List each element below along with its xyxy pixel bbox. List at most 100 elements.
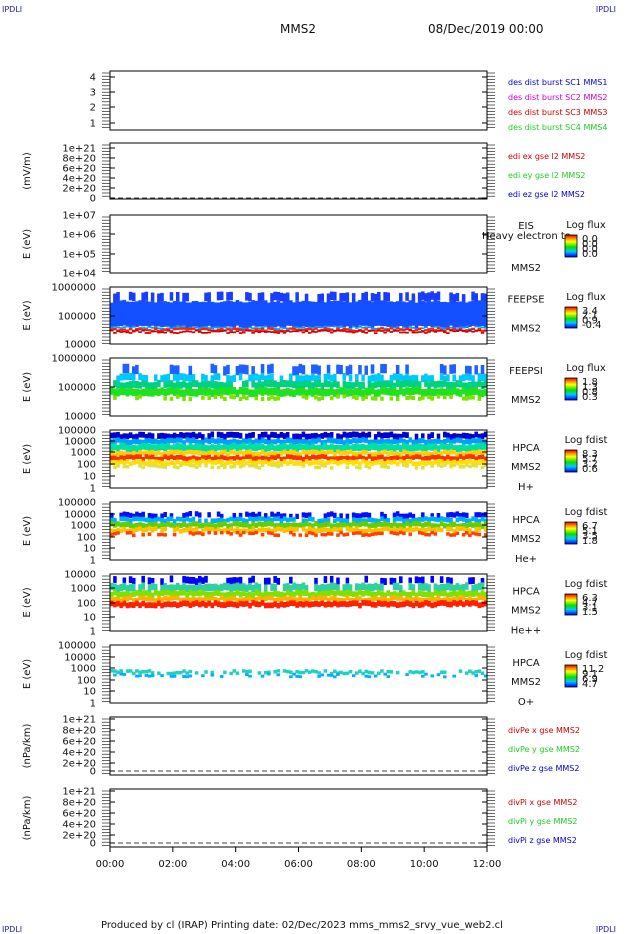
spectrogram-cell [260,527,265,533]
spectrogram-cell [373,434,378,440]
spectrogram-cell [160,460,164,466]
spectrogram-cell [185,437,189,443]
spectrogram-cell [179,597,183,603]
spectrogram-cell [245,365,249,375]
spectrogram-cell [182,330,186,333]
spectrogram-cell [223,582,227,591]
spectrogram-cell [314,577,318,585]
spectrogram-cell [251,592,255,599]
spectrogram-cell [399,380,403,388]
spectrogram-cell [188,330,193,333]
ylabel-feepsi: E (eV) [22,372,33,402]
colorbar-tick: 4.7 [582,598,598,609]
spectrogram-cell [207,388,211,396]
spectrogram-cell [361,396,365,401]
spectrogram-cell [336,433,340,440]
spectrogram-cell [191,591,196,597]
spectrogram-cell [311,443,315,451]
spectrogram-cell [339,326,343,328]
spectrogram-cell [477,373,482,381]
spectrogram-cell [144,596,149,602]
spectrogram-cell [304,597,309,603]
spectrogram-cell [119,328,123,332]
spectrogram-cell [421,527,425,533]
spectrogram-cell [153,459,158,465]
spectrogram-cell [204,331,208,334]
spectrogram-cell [458,380,463,388]
spectrogram-cell [279,302,284,329]
spectrogram-cell [279,431,284,438]
spectrogram-cell [207,512,211,518]
spectrogram-cell [392,595,397,600]
spectrogram-cell [411,584,416,592]
spectrogram-cell [191,464,196,468]
spectrogram-cell [295,526,299,532]
spectrogram-cell [421,444,425,452]
spectrogram-cell [370,601,375,608]
spectrogram-cell [443,375,447,383]
panel-frame-divpi [109,788,488,848]
spectrogram-cell [163,518,167,524]
spectrogram-cell [364,450,369,455]
spectrogram-cell [175,522,180,529]
spectrogram-cell [279,329,284,332]
spectrogram-cell [367,439,372,445]
spectrogram-cell [383,526,387,532]
spectrogram-cell [210,301,215,328]
spectrogram-cell [377,329,381,332]
spectrogram-cell [326,328,331,331]
spectrogram-cell [465,527,469,533]
spectrogram-cell [169,329,174,333]
spectrogram-cell [433,527,438,532]
spectrogram-cell [311,433,315,439]
spectrogram-cell [276,464,281,469]
spectrogram-cell [207,300,211,326]
spectrogram-cell [160,387,164,395]
spectrogram-cell [304,518,309,524]
spectrogram-cell [251,584,255,593]
spectrogram-cell [477,518,482,524]
instrument-label: MMS2 [511,324,541,335]
spectrogram-cell [292,672,296,676]
spectrogram-cell [245,584,249,592]
spectrogram-cell [182,300,186,326]
spectrogram-cell [386,456,391,462]
spectrogram-cell [468,596,472,602]
spectrogram-cell [311,389,315,397]
spectrogram-cell [411,329,416,333]
spectrogram-cell [248,292,252,302]
spectrogram-cell [185,527,189,533]
spectrogram-cell [377,600,381,607]
spectrogram-cell [474,597,478,603]
spectrogram-cell [289,327,293,330]
spectrogram-cell [182,389,186,398]
spectrogram-cell [254,382,259,390]
spectrogram-cell [128,326,133,329]
spectrogram-cell [443,365,447,375]
spectrogram-cell [433,325,438,328]
spectrogram-cell [163,533,167,537]
spectrogram-cell [116,388,120,397]
spectrogram-cell [194,578,199,586]
spectrogram-cell [197,387,202,396]
spectrogram-cell [364,291,369,301]
spectrogram-cell [377,439,381,445]
spectrogram-cell [351,600,356,607]
spectrogram-cell [241,302,246,329]
spectrogram-cell [141,582,145,590]
spectrogram-cell [135,597,139,603]
spectrogram-cell [323,461,328,466]
spectrogram-cell [279,463,284,467]
instrument-label: H+ [518,482,534,493]
spectrogram-cell [138,584,142,592]
spectrogram-cell [386,465,391,469]
spectrogram-cell [402,301,406,328]
spectrogram-cell [301,326,306,329]
spectrogram-cell [355,459,359,465]
spectrogram-cell [458,451,463,457]
spectrogram-cell [301,518,306,524]
spectrogram-cell [389,600,394,607]
spectrogram-cell [314,583,318,592]
spectrogram-cell [219,291,224,301]
spectrogram-cell [201,589,205,596]
